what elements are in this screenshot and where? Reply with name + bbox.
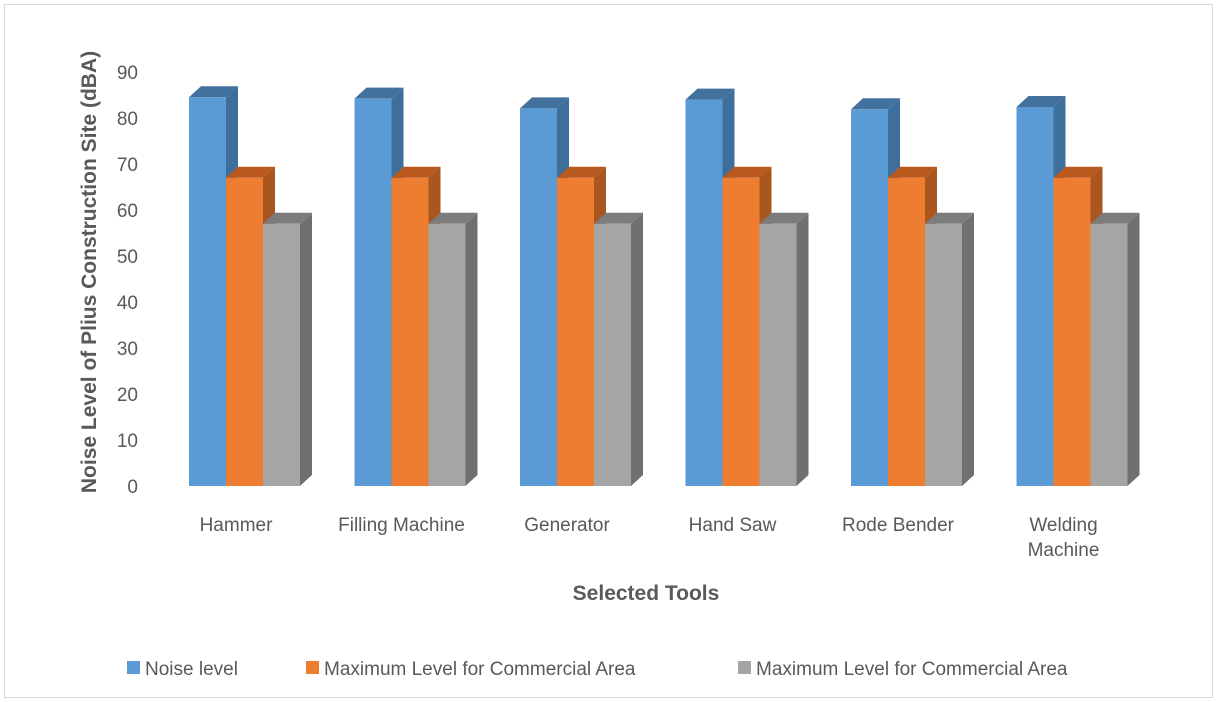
y-tick-label: 0 [127,477,138,498]
bar-top-face [594,212,643,224]
bar-side-face [962,212,974,487]
x-category-label: Generator [524,515,610,536]
legend: Noise level Maximum Level for Commercial… [127,659,1068,680]
bar-side-face [631,212,643,487]
bar-front-face [1090,223,1128,487]
bar-top-face [685,88,735,100]
y-tick-label: 10 [117,431,138,452]
bar-top-face [1016,95,1066,107]
bar [594,212,643,487]
x-category-label: Hammer [200,515,274,536]
bar-top-face [888,166,937,178]
bar-top-face [391,166,441,178]
bar-front-face [1016,106,1054,487]
bar-front-face [722,177,760,487]
bar-series-group [189,86,1140,487]
x-category-label: Rode Bender [842,515,955,536]
y-tick-label: 90 [117,63,138,84]
bar-top-face [263,212,312,224]
x-category-label: Hand Saw [689,515,777,536]
bar [1090,212,1140,487]
bar-front-face [189,97,226,487]
bar-front-face [759,223,797,487]
bar-front-face [263,223,300,487]
bar-top-face [722,166,772,178]
y-axis-title: Noise Level of Plius Construction Site (… [78,51,101,493]
y-tick-label: 20 [117,385,138,406]
bar [263,212,312,487]
bar-front-face [226,177,263,487]
bar-top-face [354,87,404,99]
y-tick-label: 60 [117,201,138,222]
bar-top-face [925,212,974,224]
legend-swatch-max-commercial-2 [738,661,751,674]
x-category-label: Filling Machine [338,515,465,536]
bar [428,212,478,487]
bar-side-face [796,212,809,487]
bar-front-face [520,108,557,486]
y-axis-ticks: 0 10 20 30 40 50 60 70 80 90 [117,63,138,498]
bar-front-face [851,109,888,486]
bar-top-face [189,86,238,98]
bar-top-face [557,166,606,178]
bar-top-face [851,98,900,110]
bar-top-face [226,166,275,178]
legend-label-max-commercial-2: Maximum Level for Commercial Area [756,659,1068,680]
x-axis-categories: Hammer Filling Machine Generator Hand Saw Ro… [200,515,1100,561]
legend-swatch-noise-level [127,661,140,674]
y-tick-label: 30 [117,339,138,360]
bar-front-face [557,177,594,487]
bar-top-face [520,97,569,109]
bar-front-face [428,223,466,487]
y-tick-label: 80 [117,109,138,130]
x-category-label: Machine [1028,540,1100,561]
bar-front-face [594,223,631,487]
bar [759,212,809,487]
bar-front-face [1053,177,1091,487]
bar-front-face [925,223,962,487]
bar-front-face [391,177,429,487]
bar-side-face [465,212,478,487]
bar-front-face [888,177,925,487]
legend-swatch-max-commercial-1 [306,661,319,674]
y-tick-label: 40 [117,293,138,314]
bar-top-face [1090,212,1140,224]
bar-side-face [1127,212,1140,487]
bar-top-face [759,212,809,224]
x-category-label: Welding [1029,515,1097,536]
bar-front-face [354,98,392,487]
bar-top-face [428,212,478,224]
legend-label-max-commercial-1: Maximum Level for Commercial Area [324,659,636,680]
bar [925,212,974,487]
y-tick-label: 70 [117,155,138,176]
bar-top-face [1053,166,1103,178]
y-tick-label: 50 [117,247,138,268]
legend-label-noise-level: Noise level [145,659,238,680]
x-axis-title: Selected Tools [573,582,720,605]
bar-front-face [685,99,723,486]
bar-side-face [300,212,312,487]
